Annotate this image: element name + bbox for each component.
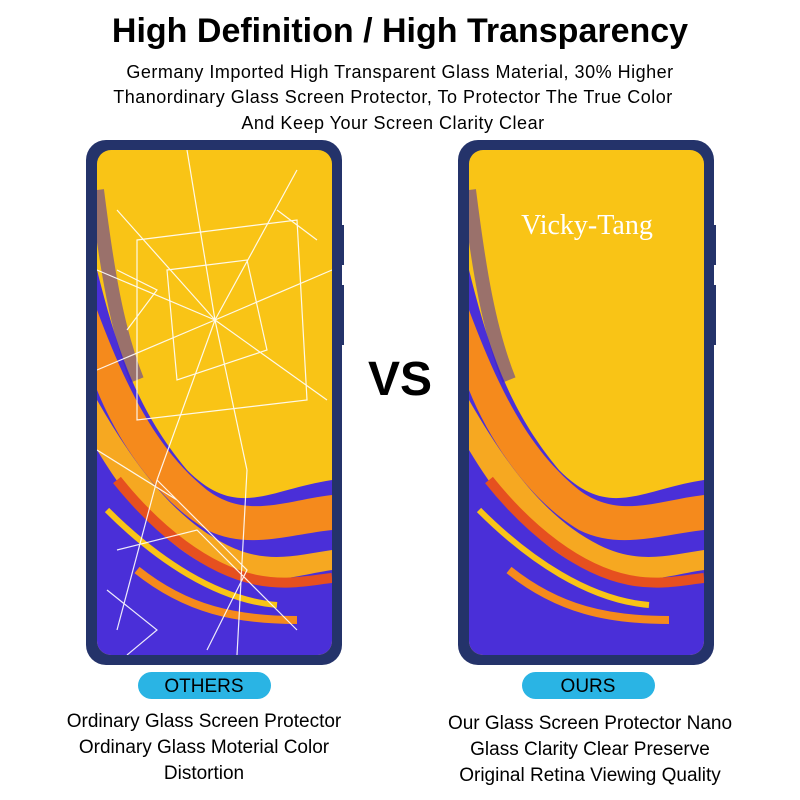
description: Distortion bbox=[164, 763, 244, 784]
description: Our Glass Screen Protector Nano bbox=[448, 713, 732, 734]
watermark: Vicky-Tang bbox=[521, 210, 653, 241]
phone-left bbox=[86, 140, 344, 665]
description: Glass Clarity Clear Preserve bbox=[470, 739, 710, 760]
cracks bbox=[97, 150, 332, 655]
description: Original Retina Viewing Quality bbox=[459, 765, 721, 786]
phone-right: Vicky-Tang bbox=[458, 140, 716, 665]
vs-label: VS bbox=[368, 353, 432, 406]
subtitle-line: And Keep Your Screen Clarity Clear bbox=[241, 113, 544, 133]
description: Ordinary Glass Moterial Color bbox=[79, 737, 330, 758]
label-pill bbox=[522, 672, 655, 699]
description: Ordinary Glass Screen Protector bbox=[67, 711, 342, 732]
subtitle-line: Thanordinary Glass Screen Protector, To … bbox=[113, 87, 673, 107]
subtitle-line: Germany Imported High Transparent Glass … bbox=[126, 62, 673, 82]
label: OTHERS bbox=[164, 676, 243, 697]
title: High Definition / High Transparency bbox=[112, 12, 688, 50]
label-pill bbox=[138, 672, 271, 699]
label: OURS bbox=[561, 676, 616, 697]
